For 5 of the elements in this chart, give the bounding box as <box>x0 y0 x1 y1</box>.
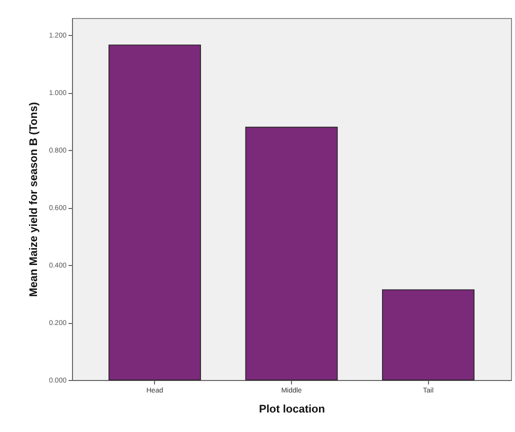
bar <box>382 289 474 380</box>
y-axis-title: Mean Maize yield for season B (Tons) <box>28 102 40 297</box>
bar <box>108 44 201 380</box>
x-axis-title: Plot location <box>259 404 326 416</box>
bar <box>245 126 338 380</box>
